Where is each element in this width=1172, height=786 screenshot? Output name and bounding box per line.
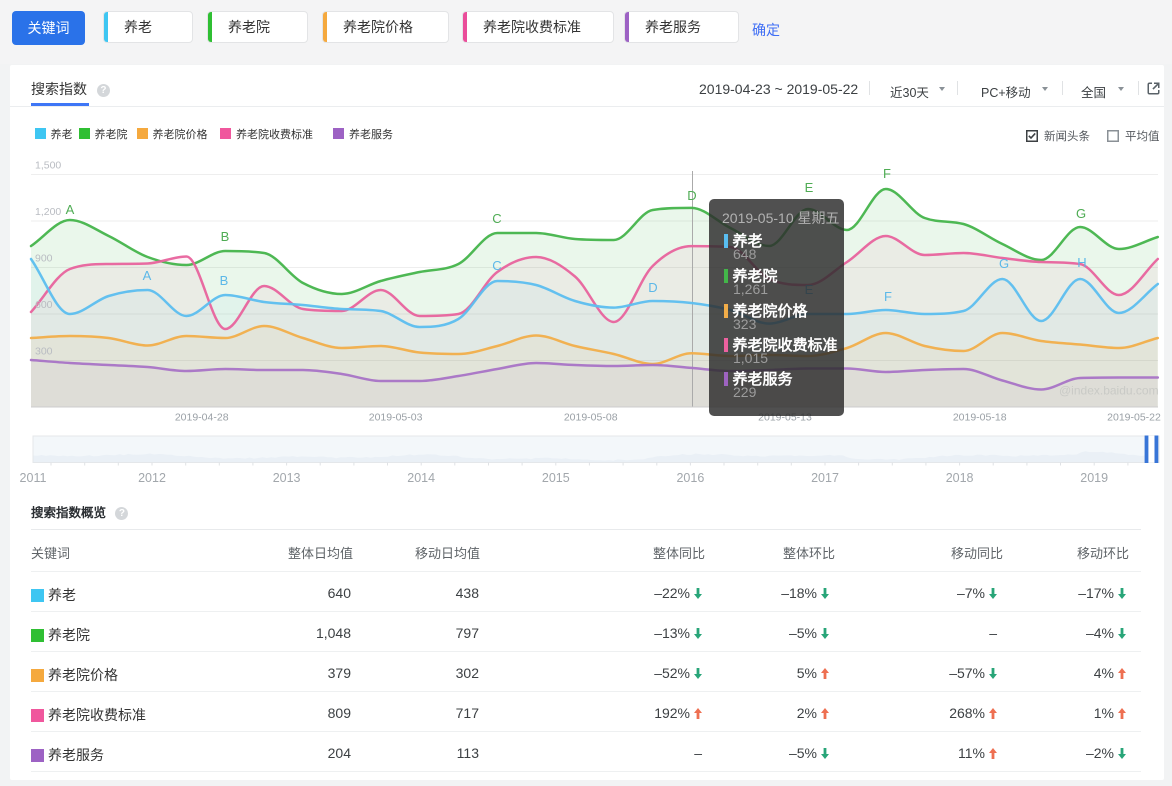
svg-text:H: H [1077, 255, 1086, 270]
svg-text:1,200: 1,200 [35, 206, 61, 218]
svg-text:2015: 2015 [542, 471, 570, 485]
svg-text:2019-05-22: 2019-05-22 [1107, 412, 1161, 424]
svg-text:600: 600 [35, 299, 53, 311]
svg-text:2019: 2019 [1080, 471, 1108, 485]
svg-text:E: E [805, 180, 814, 195]
svg-text:2011: 2011 [20, 471, 47, 485]
svg-text:A: A [143, 268, 152, 283]
svg-text:G: G [999, 256, 1009, 271]
svg-text:A: A [66, 202, 75, 217]
svg-text:300: 300 [35, 345, 53, 357]
svg-text:D: D [648, 280, 657, 295]
svg-text:2019-05-03: 2019-05-03 [369, 412, 423, 424]
svg-text:2017: 2017 [811, 471, 839, 485]
svg-text:2019-05-18: 2019-05-18 [953, 412, 1007, 424]
svg-text:1,500: 1,500 [35, 159, 61, 171]
svg-text:B: B [220, 273, 229, 288]
svg-text:2018: 2018 [946, 471, 974, 485]
svg-text:B: B [221, 229, 230, 244]
svg-text:C: C [492, 258, 501, 273]
svg-text:900: 900 [35, 252, 53, 264]
svg-text:2019-05-08: 2019-05-08 [564, 412, 618, 424]
svg-text:F: F [884, 289, 892, 304]
svg-text:2019-04-28: 2019-04-28 [175, 412, 229, 424]
svg-text:G: G [1076, 206, 1086, 221]
svg-text:F: F [883, 166, 891, 181]
svg-text:2012: 2012 [138, 471, 166, 485]
svg-text:C: C [492, 211, 501, 226]
svg-text:D: D [687, 188, 696, 203]
svg-text:2014: 2014 [407, 471, 435, 485]
svg-text:2013: 2013 [273, 471, 301, 485]
svg-text:@index.baidu.com: @index.baidu.com [1059, 384, 1159, 398]
svg-text:2016: 2016 [676, 471, 704, 485]
